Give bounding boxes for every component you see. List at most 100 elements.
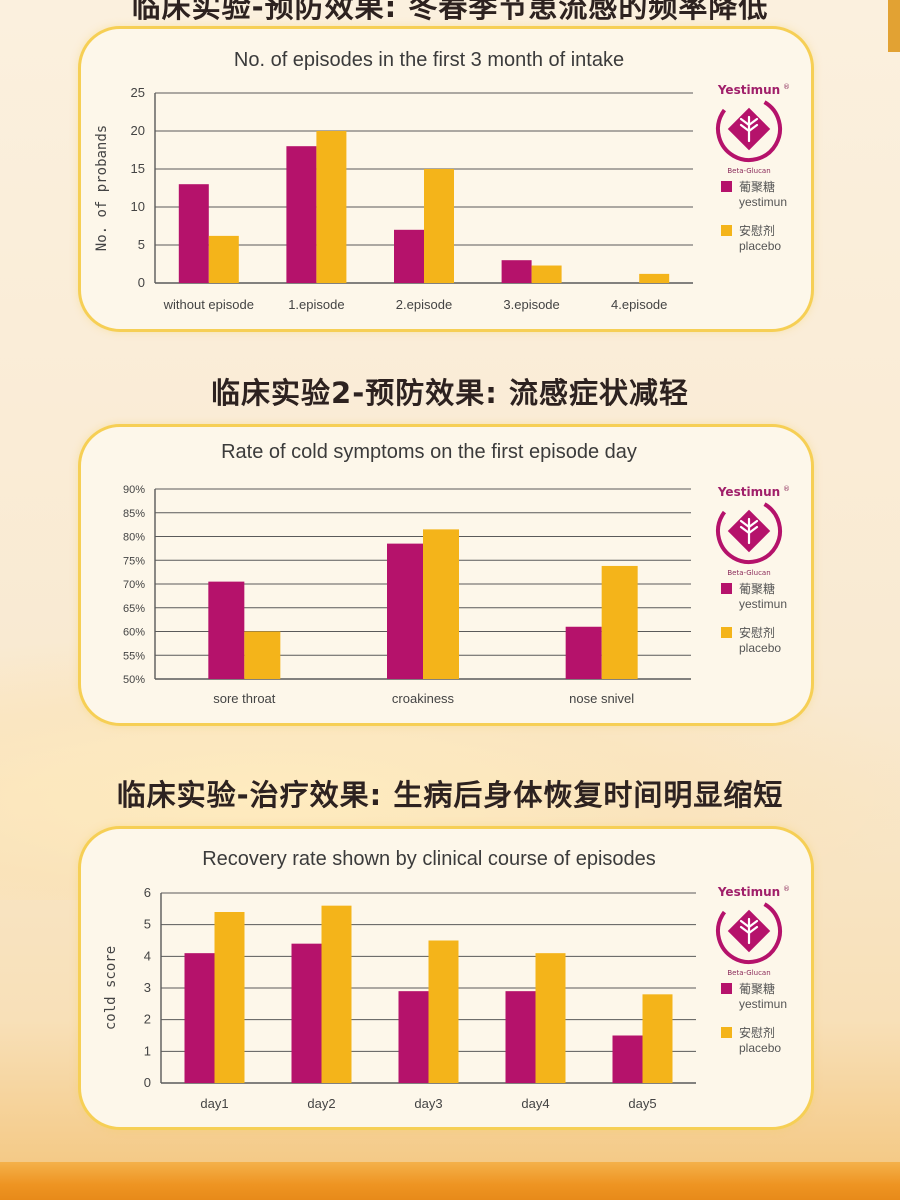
chart-1-svg: No. of episodes in the first 3 month of … — [94, 49, 790, 312]
y-tick-label: 70% — [123, 579, 145, 591]
right-edge-strip — [888, 0, 900, 52]
x-tick-label: day5 — [628, 1096, 656, 1111]
y-tick-label: 10 — [131, 199, 145, 214]
legend-label-en: yestimun — [739, 597, 787, 611]
section-title-1: 临床实验-预防效果: 冬春季节患流感的频率降低 — [131, 0, 769, 24]
legend-label-cn: 安慰剂 — [739, 1025, 775, 1040]
y-axis-label: No. of probands — [94, 125, 110, 251]
bar-yestimun-day1 — [184, 953, 215, 1083]
x-tick-label: 3.episode — [503, 297, 559, 312]
y-tick-label: 6 — [144, 885, 151, 900]
bar-yestimun-croakiness — [387, 543, 423, 679]
bottom-band — [0, 1162, 900, 1200]
yestimun-logo: Yestimun ® Beta-Glucan — [716, 485, 790, 577]
legend-label-en: placebo — [739, 1041, 781, 1055]
chart-3-svg: Recovery rate shown by clinical course o… — [103, 848, 790, 1111]
logo-name: Yestimun — [717, 485, 780, 499]
chart-title: No. of episodes in the first 3 month of … — [234, 49, 624, 71]
bar-placebo-day1 — [214, 912, 245, 1083]
bar-placebo-1-episode — [316, 131, 347, 283]
y-tick-label: 3 — [144, 980, 151, 995]
bar-placebo-day5 — [642, 994, 673, 1083]
legend-swatch-yestimun — [721, 181, 732, 192]
y-tick-label: 1 — [144, 1043, 151, 1058]
bar-yestimun-day4 — [505, 991, 536, 1083]
x-tick-label: croakiness — [392, 691, 455, 706]
leaf-icon — [739, 115, 759, 143]
bar-placebo-croakiness — [423, 529, 459, 679]
x-tick-label: 4.episode — [611, 297, 667, 312]
logo-trademark: ® — [783, 485, 790, 493]
legend-label-cn: 葡聚糖 — [739, 981, 775, 996]
logo-ring — [716, 96, 782, 162]
logo-subtitle: Beta-Glucan — [727, 569, 770, 577]
legend-label-cn: 安慰剂 — [739, 625, 775, 640]
leaf-icon — [739, 517, 759, 545]
y-tick-label: 80% — [123, 532, 145, 544]
y-tick-label: 5 — [144, 917, 151, 932]
bar-placebo-without-episode — [208, 235, 239, 283]
legend-label-en: placebo — [739, 239, 781, 253]
bar-placebo-day2 — [321, 905, 352, 1083]
bar-placebo-sore-throat — [244, 631, 281, 679]
y-tick-label: 65% — [123, 603, 145, 615]
chart-card-2: Rate of cold symptoms on the first episo… — [78, 424, 814, 726]
y-tick-label: 4 — [144, 948, 151, 963]
y-tick-label: 20 — [131, 123, 145, 138]
y-tick-label: 5 — [138, 237, 145, 252]
x-tick-label: day2 — [307, 1096, 335, 1111]
y-tick-label: 85% — [123, 508, 145, 520]
y-tick-label: 90% — [123, 484, 145, 496]
bar-placebo-4-episode — [639, 273, 670, 283]
bar-placebo-nose-snivel — [601, 565, 638, 679]
chart-2-svg: Rate of cold symptoms on the first episo… — [123, 441, 790, 706]
y-tick-label: 2 — [144, 1012, 151, 1027]
legend-label-en: yestimun — [739, 195, 787, 209]
legend-label-en: yestimun — [739, 997, 787, 1011]
x-tick-label: 2.episode — [396, 297, 452, 312]
bar-yestimun-1-episode — [286, 146, 317, 283]
legend-label-cn: 葡聚糖 — [739, 581, 775, 596]
legend-label-cn: 安慰剂 — [739, 223, 775, 238]
y-tick-label: 75% — [123, 555, 145, 567]
logo-name: Yestimun — [717, 885, 780, 899]
y-tick-label: 60% — [123, 627, 145, 639]
x-tick-label: without episode — [163, 297, 254, 312]
bar-yestimun-3-episode — [501, 260, 532, 283]
y-tick-label: 25 — [131, 85, 145, 100]
logo-subtitle: Beta-Glucan — [727, 969, 770, 977]
x-tick-label: 1.episode — [288, 297, 344, 312]
bar-placebo-2-episode — [424, 169, 454, 283]
legend-swatch-yestimun — [721, 983, 732, 994]
y-tick-label: 0 — [144, 1075, 151, 1090]
logo-trademark: ® — [783, 885, 790, 893]
bar-yestimun-without-episode — [178, 184, 209, 283]
yestimun-logo: Yestimun ® Beta-Glucan — [716, 885, 790, 977]
legend-label-en: placebo — [739, 641, 781, 655]
logo-subtitle: Beta-Glucan — [727, 167, 770, 175]
bar-placebo-day4 — [535, 953, 566, 1083]
x-tick-label: day4 — [521, 1096, 549, 1111]
bar-yestimun-day3 — [398, 991, 429, 1083]
bar-placebo-day3 — [428, 940, 459, 1083]
section-title-2: 临床实验2-预防效果: 流感症状减轻 — [211, 376, 689, 410]
chart-title: Recovery rate shown by clinical course o… — [202, 848, 656, 870]
x-tick-label: day3 — [414, 1096, 442, 1111]
legend-swatch-yestimun — [721, 583, 732, 594]
y-axis-label: cold score — [103, 946, 119, 1030]
y-tick-label: 55% — [123, 650, 145, 662]
x-tick-label: sore throat — [213, 691, 276, 706]
chart-card-1: No. of episodes in the first 3 month of … — [78, 26, 814, 332]
section-title-3: 临床实验-治疗效果: 生病后身体恢复时间明显缩短 — [116, 778, 784, 812]
chart-title: Rate of cold symptoms on the first episo… — [221, 441, 637, 463]
yestimun-logo: Yestimun ® Beta-Glucan — [716, 83, 790, 175]
bar-yestimun-day5 — [612, 1035, 643, 1083]
x-tick-label: day1 — [200, 1096, 228, 1111]
legend-swatch-placebo — [721, 1027, 732, 1038]
chart-card-3: Recovery rate shown by clinical course o… — [78, 826, 814, 1130]
y-tick-label: 50% — [123, 674, 145, 686]
logo-trademark: ® — [783, 83, 790, 91]
bar-yestimun-nose-snivel — [565, 626, 602, 679]
y-tick-label: 0 — [138, 275, 145, 290]
legend-swatch-placebo — [721, 225, 732, 236]
